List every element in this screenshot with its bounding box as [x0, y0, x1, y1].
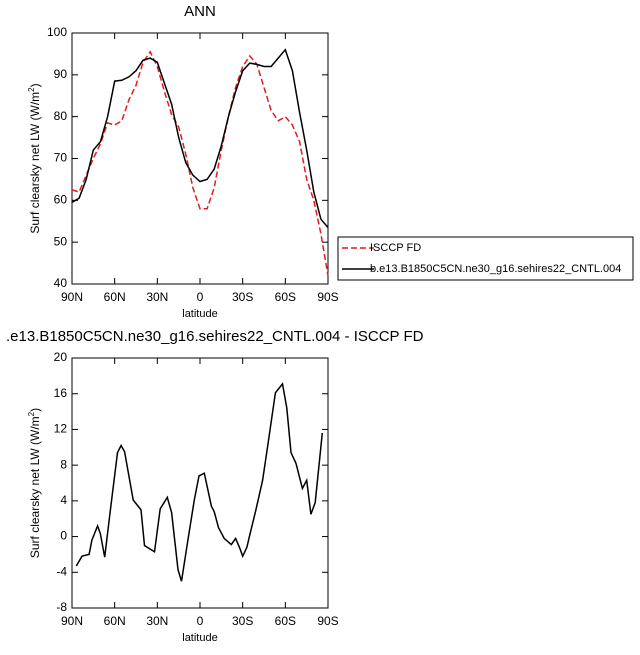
y-tick-label: 0 [60, 529, 67, 543]
x-tick-label: 0 [197, 290, 204, 304]
y-tick-label: 80 [54, 109, 68, 123]
chart-title: .e13.B1850C5CN.ne30_g16.sehires22_CNTL.0… [6, 328, 424, 345]
y-tick-label: 70 [54, 151, 68, 165]
x-tick-label: 60S [275, 290, 296, 304]
y-tick-label: 100 [47, 25, 67, 39]
x-tick-label: 30N [146, 290, 168, 304]
series-line [75, 382, 324, 582]
x-tick-label: 90S [317, 614, 338, 628]
y-tick-label: 50 [54, 234, 68, 248]
y-tick-label: 8 [60, 457, 67, 471]
y-tick-label: -4 [56, 564, 67, 578]
y-tick-label: -8 [56, 600, 67, 614]
y-axis-label-part: 2 [27, 87, 36, 92]
y-tick-label: 90 [54, 67, 68, 81]
x-tick-label: 90N [61, 614, 83, 628]
legend-label: b.e13.B1850C5CN.ne30_g16.sehires22_CNTL.… [370, 263, 621, 275]
x-axis-label: latitude [182, 632, 217, 644]
y-tick-label: 20 [54, 350, 68, 364]
y-tick-label: 4 [60, 493, 67, 507]
x-tick-label: 30N [146, 614, 168, 628]
y-axis-label: Surf clearsky net LW (W/m2) [27, 408, 42, 558]
plot-frame [71, 357, 329, 609]
x-tick-label: 60S [275, 614, 296, 628]
x-tick-label: 30S [232, 614, 253, 628]
series-line [71, 50, 329, 276]
legend-label: ISCCP FD [370, 242, 421, 254]
x-tick-label: 90N [61, 290, 83, 304]
x-tick-label: 60N [104, 614, 126, 628]
x-tick-label: 30S [232, 290, 253, 304]
y-tick-label: 40 [54, 276, 68, 290]
x-tick-label: 60N [104, 290, 126, 304]
y-axis-label: Surf clearsky net LW (W/m2) [27, 83, 42, 233]
y-axis-label-part: ) [28, 83, 42, 87]
plot-frame [71, 32, 329, 285]
y-tick-label: 16 [54, 386, 68, 400]
y-axis-label-part: Surf clearsky net LW (W/m [28, 92, 42, 234]
y-axis-label-part: Surf clearsky net LW (W/m [28, 416, 42, 558]
x-axis-label: latitude [182, 308, 217, 320]
series-line [71, 48, 329, 228]
y-axis-label-part: ) [28, 408, 42, 412]
x-tick-label: 0 [197, 614, 204, 628]
chart-title: ANN [184, 3, 216, 20]
x-tick-label: 90S [317, 290, 338, 304]
y-tick-label: 12 [54, 422, 68, 436]
legend-box [337, 236, 634, 281]
y-tick-label: 60 [54, 193, 68, 207]
y-axis-label-part: 2 [27, 411, 36, 416]
